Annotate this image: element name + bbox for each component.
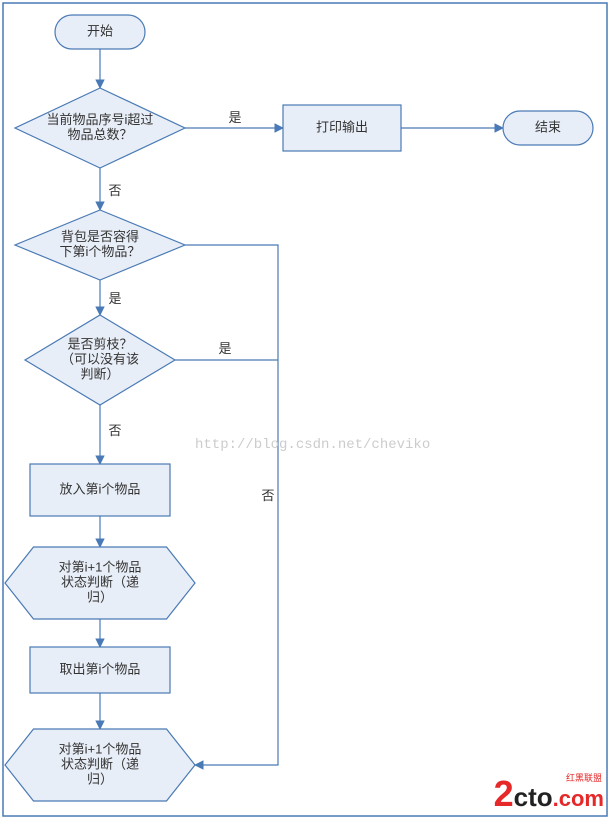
node-label: 当前物品序号i超过 (47, 112, 154, 127)
logo-2: 2 (494, 773, 514, 815)
watermark-text: http://blog.csdn.net/cheviko (195, 437, 430, 453)
node-label: 结束 (535, 119, 561, 134)
edge-label: 否 (261, 488, 274, 503)
node-label: 是否剪枝？ (67, 336, 132, 351)
logo-cn: 红黑联盟 (566, 771, 602, 784)
node-label: 放入第i个物品 (60, 481, 141, 496)
node-label: 归） (87, 771, 113, 786)
edge-label: 否 (108, 423, 121, 438)
node-label: 对第i+1个物品 (59, 559, 142, 574)
flow-edge (185, 245, 278, 765)
node-label: 下第i个物品？ (60, 244, 141, 259)
node-label: 取出第i个物品 (60, 661, 141, 676)
edge-label: 是 (218, 341, 231, 356)
edge-label: 是 (228, 110, 241, 125)
node-label: 判断） (80, 366, 119, 381)
node-label: 打印输出 (316, 119, 368, 134)
node-label: 开始 (87, 23, 113, 38)
site-logo: 红黑联盟 2cto.com (494, 773, 604, 815)
node-label: 物品总数？ (67, 127, 132, 142)
node-label: 对第i+1个物品 (59, 741, 142, 756)
node-label: 状态判断（递 (61, 756, 139, 771)
node-label: 状态判断（递 (61, 574, 139, 589)
node-label: 背包是否容得 (61, 229, 139, 244)
logo-cto: cto (514, 782, 553, 813)
edge-label: 是 (108, 291, 121, 306)
node-label: （可以没有该 (61, 351, 139, 366)
node-label: 归） (87, 589, 113, 604)
edge-label: 否 (108, 183, 121, 198)
logo-com: .com (553, 786, 604, 812)
